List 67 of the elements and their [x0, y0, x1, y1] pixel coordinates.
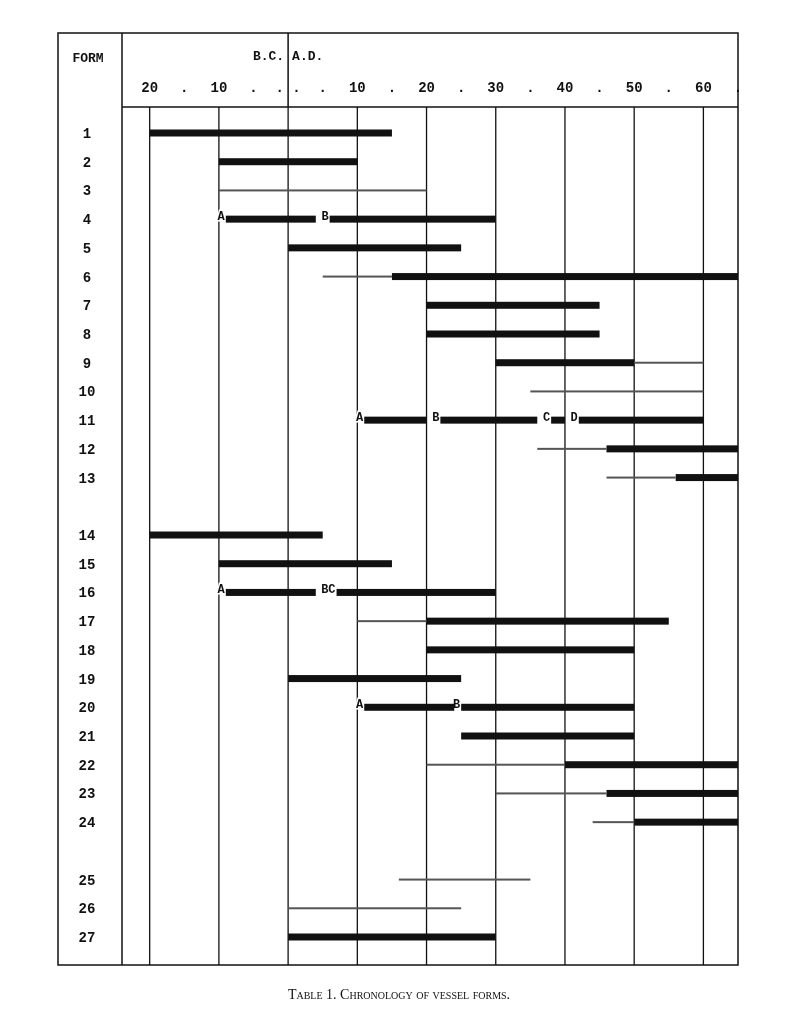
y-tick-label: 17 — [78, 614, 96, 631]
y-tick-label: 7 — [82, 298, 92, 315]
data-label: C — [542, 411, 551, 426]
x-tick-label: . — [733, 80, 743, 96]
y-tick-label: 9 — [82, 355, 92, 372]
y-tick-label: 26 — [78, 901, 96, 918]
y-axis-title: FORM — [72, 51, 104, 66]
text: B.C. — [252, 49, 285, 64]
x-tick-label: . — [595, 80, 604, 96]
y-tick-label: 8 — [82, 327, 92, 343]
bar — [426, 763, 565, 766]
x-tick-label: 60 — [694, 80, 712, 96]
y-tick-label: 3 — [82, 183, 92, 200]
data-label: B — [432, 411, 440, 426]
y-tick-label: 27 — [78, 930, 96, 946]
y-tick-label: 18 — [78, 642, 96, 659]
x-tick-label: 20 — [418, 80, 435, 96]
bar — [537, 447, 607, 450]
y-tick-label: 14 — [78, 528, 96, 544]
y-tick-label: 1 — [82, 126, 92, 142]
y-tick-label: 12 — [78, 441, 96, 458]
x-tick-label: . — [664, 80, 673, 96]
bar — [322, 275, 392, 278]
x-tick-label: 40 — [556, 80, 574, 96]
y-tick-label: 15 — [78, 556, 96, 573]
bar — [530, 390, 704, 393]
y-tick-label: 13 — [78, 470, 96, 487]
x-tick-label: . . — [275, 80, 301, 96]
bar — [634, 361, 704, 364]
x-tick-label: 10 — [348, 80, 366, 96]
x-tick-label: 30 — [487, 80, 505, 96]
y-tick-label: 10 — [78, 384, 96, 401]
x-tick-label: . — [180, 80, 189, 96]
bar — [606, 476, 676, 479]
x-tick-label: 50 — [625, 80, 643, 96]
y-tick-label: 22 — [78, 757, 96, 774]
bar — [288, 907, 462, 910]
y-tick-label: 5 — [82, 240, 92, 257]
bar — [495, 792, 607, 795]
y-tick-label: 24 — [78, 815, 96, 832]
x-tick-label: 10 — [210, 80, 228, 96]
bar — [592, 821, 635, 824]
data-label: B — [452, 698, 461, 713]
y-tick-label: 23 — [78, 786, 96, 803]
y-tick-label: 19 — [78, 671, 96, 688]
bar — [218, 189, 427, 192]
bar — [357, 620, 427, 623]
y-tick-label: 21 — [78, 729, 96, 745]
x-tick-label: . — [526, 80, 535, 96]
text: Table 1. Chronology of vessel forms. — [287, 987, 511, 1002]
y-tick-label: 16 — [78, 585, 96, 602]
x-tick-label: . — [387, 80, 397, 96]
text: A.D. — [292, 49, 324, 64]
x-tick-label: . — [249, 80, 258, 96]
y-tick-label: 20 — [78, 700, 96, 717]
y-tick-label: 25 — [78, 872, 96, 889]
y-tick-label: 4 — [82, 212, 92, 229]
x-tick-label: . — [456, 80, 466, 96]
y-tick-label: 11 — [78, 413, 96, 430]
data-label: D — [570, 411, 578, 426]
x-tick-label: . — [318, 80, 327, 96]
x-tick-label: 20 — [141, 80, 159, 96]
y-tick-label: 2 — [82, 154, 92, 171]
data-label: B — [321, 210, 329, 225]
y-tick-label: 6 — [82, 269, 92, 286]
bar — [398, 878, 531, 881]
data-label: BC — [321, 583, 336, 598]
